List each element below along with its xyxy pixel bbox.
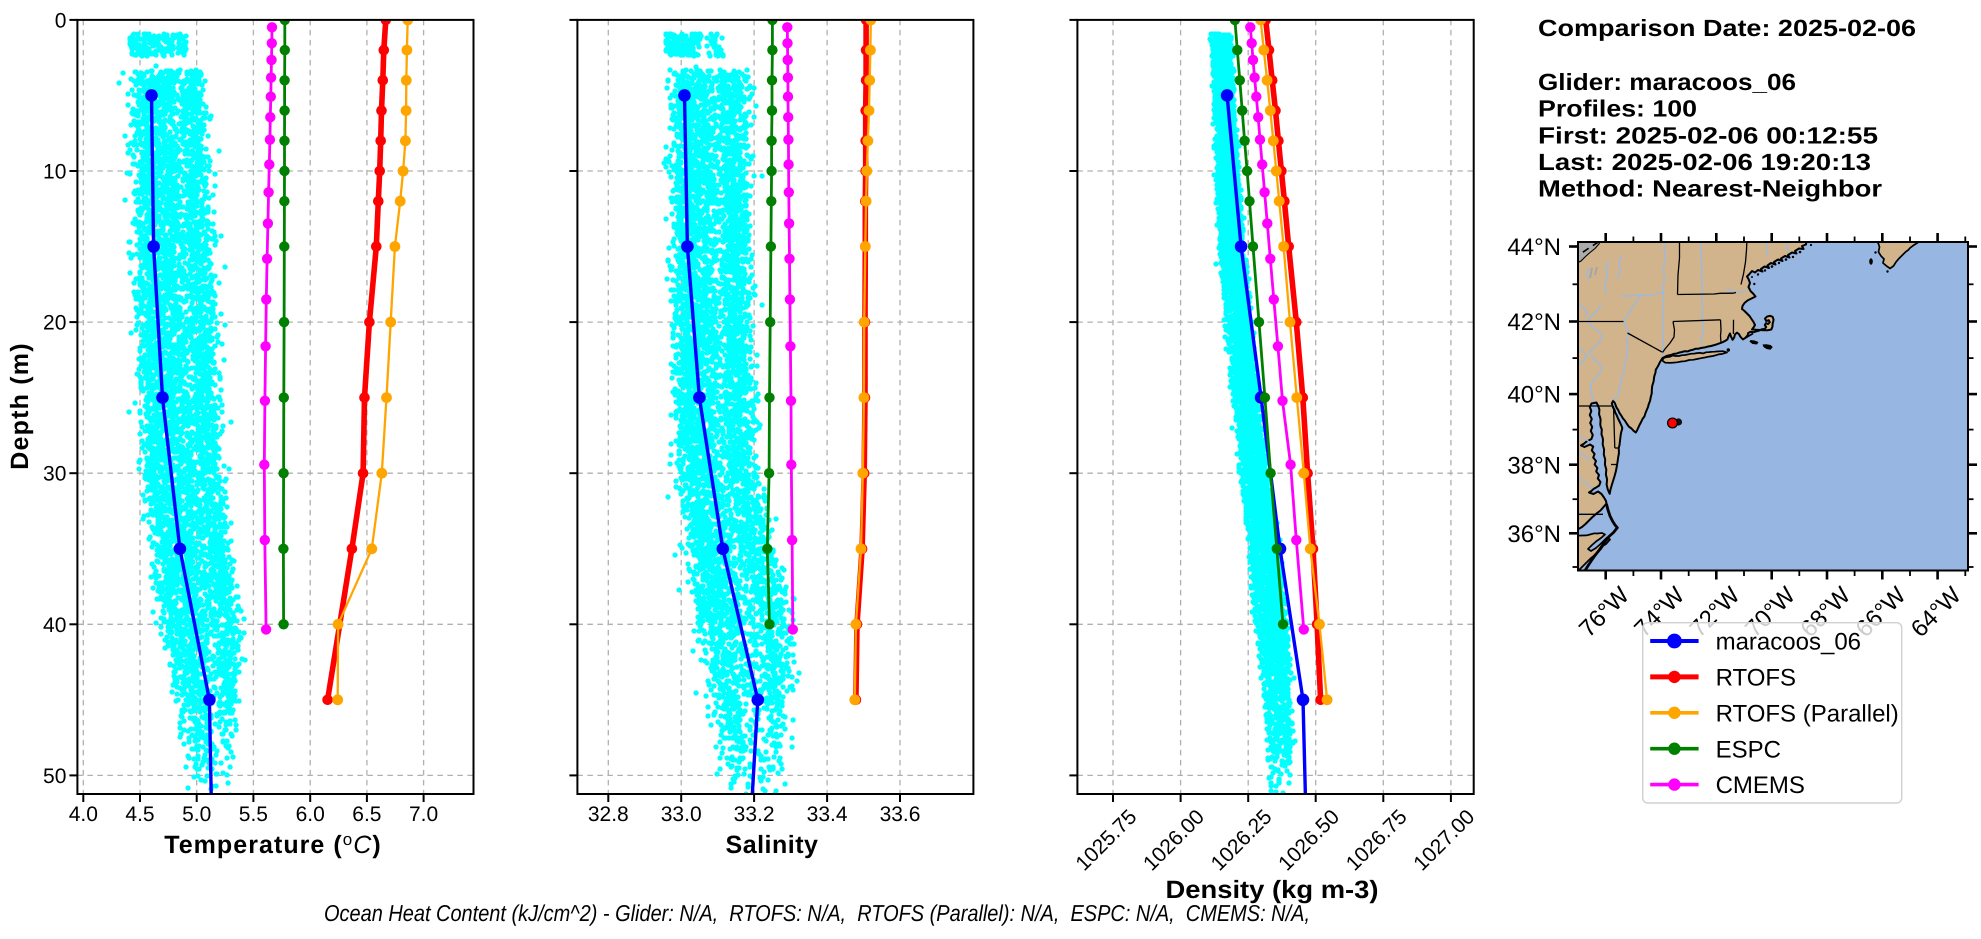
svg-text:40°N: 40°N — [1507, 382, 1561, 409]
svg-text:ESPC: ESPC — [1716, 736, 1781, 763]
svg-text:38°N: 38°N — [1507, 452, 1561, 479]
svg-text:44°N: 44°N — [1507, 234, 1561, 261]
svg-text:maracoos_06: maracoos_06 — [1716, 629, 1861, 656]
svg-text:CMEMS: CMEMS — [1716, 772, 1805, 799]
svg-text:5.5: 5.5 — [239, 803, 268, 826]
svg-text:36°N: 36°N — [1507, 521, 1561, 548]
svg-text:32.8: 32.8 — [588, 803, 629, 826]
svg-text:20: 20 — [43, 312, 66, 335]
svg-text:33.0: 33.0 — [661, 803, 702, 826]
svg-text:Depth (m): Depth (m) — [6, 342, 34, 469]
svg-text:RTOFS (Parallel): RTOFS (Parallel) — [1716, 700, 1899, 727]
svg-text:Method: Nearest-Neighbor: Method: Nearest-Neighbor — [1538, 176, 1882, 202]
svg-text:Comparison Date: 2025-02-06: Comparison Date: 2025-02-06 — [1538, 15, 1916, 41]
svg-text:Profiles: 100: Profiles: 100 — [1538, 96, 1697, 122]
svg-text:5.0: 5.0 — [182, 803, 211, 826]
svg-text:6.0: 6.0 — [296, 803, 325, 826]
svg-text:7.0: 7.0 — [409, 803, 438, 826]
svg-text:40: 40 — [43, 614, 66, 637]
svg-text:Last: 2025-02-06 19:20:13: Last: 2025-02-06 19:20:13 — [1538, 149, 1871, 175]
svg-text:Density (kg m-3): Density (kg m-3) — [1166, 876, 1379, 904]
svg-text:6.5: 6.5 — [352, 803, 381, 826]
svg-text:First: 2025-02-06 00:12:55: First: 2025-02-06 00:12:55 — [1538, 123, 1878, 149]
svg-text:4.0: 4.0 — [69, 803, 98, 826]
svg-text:10: 10 — [43, 161, 66, 184]
svg-text:0: 0 — [55, 9, 67, 32]
svg-text:30: 30 — [43, 463, 66, 486]
svg-text:50: 50 — [43, 765, 66, 788]
svg-text:Glider: maracoos_06: Glider: maracoos_06 — [1538, 69, 1796, 95]
svg-text:Salinity: Salinity — [726, 831, 819, 859]
svg-text:33.4: 33.4 — [807, 803, 848, 826]
svg-text:Ocean Heat Content (kJ/cm^2) -: Ocean Heat Content (kJ/cm^2) - Glider: N… — [324, 900, 1310, 926]
svg-text:33.6: 33.6 — [880, 803, 921, 826]
svg-text:33.2: 33.2 — [734, 803, 775, 826]
svg-text:4.5: 4.5 — [125, 803, 154, 826]
svg-text:RTOFS: RTOFS — [1716, 665, 1796, 692]
svg-text:42°N: 42°N — [1507, 309, 1561, 336]
